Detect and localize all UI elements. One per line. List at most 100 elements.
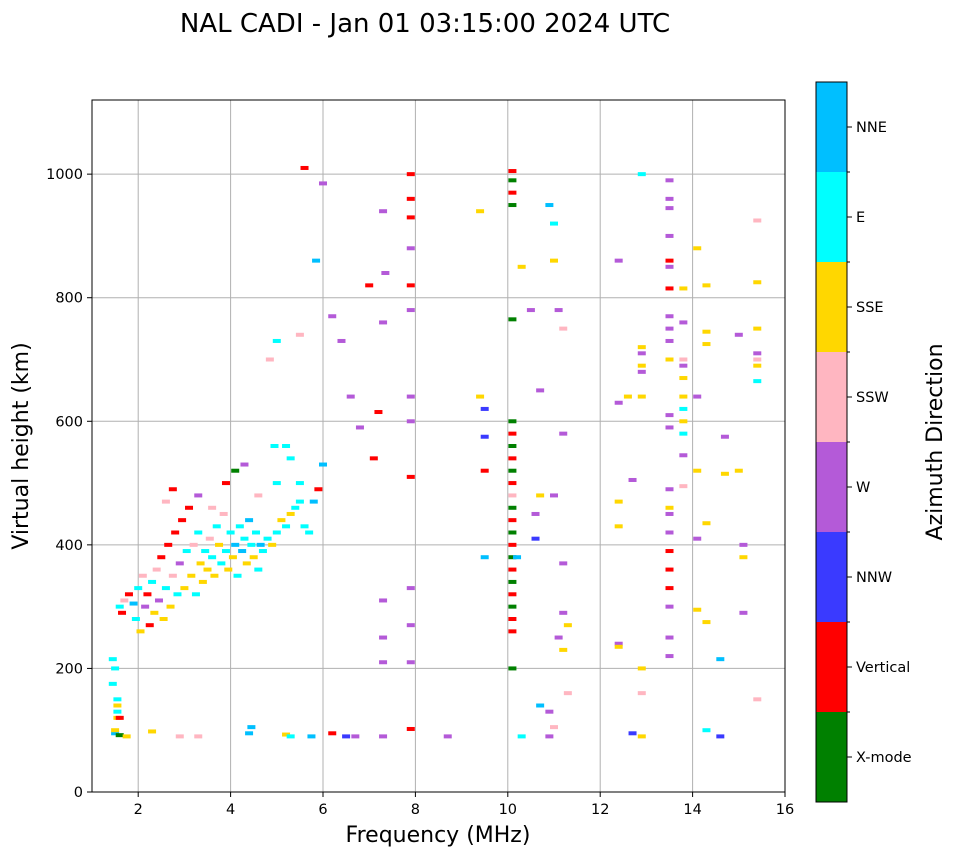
- echo-point: [508, 579, 517, 584]
- echo-point: [739, 542, 748, 547]
- echo-point: [115, 715, 124, 720]
- x-tick-label: 2: [134, 802, 143, 818]
- echo-point: [508, 493, 517, 498]
- echo-point: [240, 462, 249, 467]
- echo-point: [136, 629, 145, 634]
- echo-point: [115, 733, 124, 738]
- echo-point: [679, 394, 688, 399]
- echo-point: [286, 456, 295, 461]
- echo-point: [665, 357, 674, 362]
- echo-point: [406, 623, 415, 628]
- echo-point: [508, 456, 517, 461]
- echo-point: [406, 394, 415, 399]
- echo-point: [406, 660, 415, 665]
- echo-point: [235, 524, 244, 529]
- echo-point: [665, 654, 674, 659]
- echo-point: [249, 555, 258, 560]
- echo-point: [476, 209, 485, 214]
- echo-point: [406, 215, 415, 220]
- echo-point: [665, 425, 674, 430]
- echo-point: [231, 468, 240, 473]
- echo-point: [161, 586, 170, 591]
- y-tick-label: 0: [74, 785, 83, 801]
- echo-point: [148, 579, 157, 584]
- echo-point: [124, 592, 133, 597]
- echo-point: [157, 555, 166, 560]
- echo-point: [166, 604, 175, 609]
- echo-point: [210, 573, 219, 578]
- echo-point: [187, 573, 196, 578]
- y-axis-label: Virtual height (km): [9, 342, 34, 549]
- echo-point: [120, 598, 129, 603]
- echo-point: [679, 357, 688, 362]
- colorbar-label: Azimuth Direction: [923, 343, 948, 540]
- colorbar-tick-label: Vertical: [856, 660, 910, 676]
- echo-point: [536, 388, 545, 393]
- echo-point: [614, 641, 623, 646]
- echo-point: [228, 555, 237, 560]
- echo-point: [637, 345, 646, 350]
- echo-point: [263, 536, 272, 541]
- echo-point: [406, 172, 415, 177]
- echo-point: [379, 209, 388, 214]
- echo-point: [185, 505, 194, 510]
- y-tick-label: 1000: [46, 167, 83, 183]
- echo-point: [665, 286, 674, 291]
- echo-point: [189, 542, 198, 547]
- echo-point: [734, 468, 743, 473]
- echo-point: [637, 172, 646, 177]
- echo-point: [118, 610, 127, 615]
- echo-point: [559, 431, 568, 436]
- echo-point: [198, 579, 207, 584]
- x-axis-label: Frequency (MHz): [346, 823, 531, 848]
- echo-point: [272, 530, 281, 535]
- echo-point: [194, 493, 203, 498]
- echo-point: [637, 369, 646, 374]
- echo-point: [508, 431, 517, 436]
- x-tick-label: 4: [226, 802, 235, 818]
- echo-point: [217, 561, 226, 566]
- echo-point: [277, 518, 286, 523]
- colorbar-segment: [816, 622, 847, 712]
- y-tick-label: 600: [55, 414, 83, 430]
- echo-point: [753, 351, 762, 356]
- echo-point: [208, 505, 217, 510]
- echo-point: [550, 725, 558, 730]
- echo-point: [508, 419, 517, 424]
- echo-point: [205, 536, 214, 541]
- y-tick-label: 800: [55, 291, 83, 307]
- echo-point: [508, 555, 517, 560]
- echo-point: [138, 573, 147, 578]
- echo-point: [161, 499, 170, 504]
- x-tick-label: 16: [776, 802, 794, 818]
- echo-point: [191, 592, 200, 597]
- echo-point: [739, 610, 748, 615]
- echo-point: [508, 317, 517, 322]
- echo-point: [175, 734, 184, 739]
- echo-point: [531, 536, 540, 541]
- echo-point: [141, 604, 150, 609]
- echo-point: [702, 342, 711, 347]
- echo-point: [203, 567, 212, 572]
- echo-point: [168, 487, 177, 492]
- echo-point: [614, 400, 623, 405]
- echo-point: [554, 308, 563, 313]
- echo-point: [702, 521, 711, 526]
- echo-point: [175, 561, 184, 566]
- echo-point: [314, 487, 323, 492]
- echo-point: [148, 729, 157, 734]
- echo-point: [221, 549, 230, 554]
- echo-point: [406, 196, 415, 201]
- echo-point: [665, 206, 674, 211]
- echo-point: [152, 567, 161, 572]
- colorbar-tick-label: W: [856, 480, 870, 496]
- echo-point: [150, 610, 159, 615]
- echo-point: [513, 555, 522, 560]
- echo-point: [614, 644, 623, 649]
- echo-point: [716, 734, 725, 739]
- echo-point: [637, 363, 646, 368]
- echo-point: [739, 555, 748, 560]
- echo-point: [238, 549, 247, 554]
- echo-point: [679, 484, 688, 489]
- echo-point: [508, 481, 517, 486]
